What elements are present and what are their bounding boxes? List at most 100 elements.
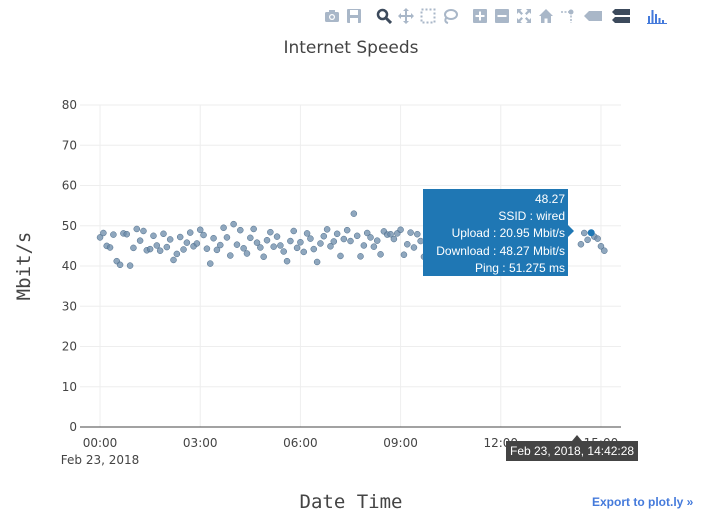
scatter-point[interactable] [180,246,187,253]
scatter-point[interactable] [247,234,254,242]
scatter-point[interactable] [577,241,585,248]
scatter-point[interactable] [293,244,301,252]
scatter-point[interactable] [217,241,224,249]
scatter-point[interactable] [260,253,267,260]
scatter-point[interactable] [166,236,174,243]
autoscale-icon[interactable] [514,6,534,26]
scatter-point[interactable] [414,230,421,238]
scatter-point[interactable] [123,230,131,238]
hover-closest-icon[interactable] [580,6,606,26]
zoom-icon[interactable] [374,6,394,26]
scatter-point[interactable] [140,227,147,235]
scatter-point[interactable] [100,229,107,237]
scatter-point[interactable] [584,236,591,244]
scatter-point[interactable] [203,245,211,252]
export-link[interactable]: Export to plot.ly » [592,495,694,509]
scatter-point[interactable] [210,234,217,242]
scatter-point[interactable] [263,236,271,244]
scatter-point[interactable] [390,235,398,243]
scatter-point[interactable] [196,226,204,234]
scatter-point[interactable] [106,244,114,251]
scatter-point[interactable] [327,243,334,250]
scatter-point[interactable] [333,230,341,238]
scatter-point[interactable] [223,234,231,241]
scatter-point[interactable] [404,241,411,248]
lasso-icon[interactable] [440,6,460,26]
scatter-point[interactable] [270,243,277,250]
scatter-point[interactable] [213,246,221,254]
scatter-point[interactable] [280,248,287,255]
scatter-point[interactable] [353,232,361,240]
scatter-point[interactable] [136,237,144,244]
scatter-point[interactable] [350,210,358,217]
spike-lines-icon[interactable] [558,6,578,26]
scatter-point[interactable] [360,242,368,249]
scatter-point[interactable] [594,235,601,242]
scatter-point[interactable] [400,251,408,258]
scatter-point[interactable] [267,228,274,236]
scatter-point[interactable] [230,220,237,228]
scatter-point[interactable] [160,230,167,238]
scatter-point[interactable] [581,229,588,237]
pan-icon[interactable] [396,6,416,26]
reset-axes-icon[interactable] [536,6,556,26]
scatter-point[interactable] [227,252,234,259]
scatter-point[interactable] [96,234,104,241]
scatter-point[interactable] [310,245,318,253]
scatter-point[interactable] [193,240,201,247]
hover-compare-icon[interactable] [608,6,634,26]
camera-icon[interactable] [322,6,342,26]
scatter-point[interactable] [597,243,605,250]
scatter-point[interactable] [250,225,257,233]
scatter-point[interactable] [313,258,321,266]
scatter-point[interactable] [357,253,364,260]
scatter-point[interactable] [253,239,261,246]
box-select-icon[interactable] [418,6,438,26]
scatter-point[interactable] [153,242,161,249]
scatter-point[interactable] [183,239,191,246]
zoom-in-icon[interactable] [470,6,490,26]
scatter-point[interactable] [303,230,311,237]
scatter-point[interactable] [243,250,251,257]
scatter-point[interactable] [163,243,171,251]
scatter-point[interactable] [387,230,394,238]
scatter-point[interactable] [150,232,157,240]
save-icon[interactable] [344,6,364,26]
scatter-point[interactable] [367,234,374,241]
scatter-point[interactable] [287,237,294,245]
scatter-point[interactable] [176,233,184,241]
hovered-point[interactable] [587,229,595,237]
scatter-point[interactable] [110,231,117,238]
scatter-point[interactable] [277,242,284,249]
scatter-point[interactable] [300,248,307,256]
scatter-point[interactable] [240,245,247,252]
scatter-point[interactable] [323,226,331,233]
scatter-point[interactable] [173,250,181,258]
scatter-point[interactable] [170,256,177,264]
scatter-point[interactable] [317,240,324,247]
scatter-point[interactable] [330,238,338,245]
scatter-point[interactable] [343,226,351,234]
scatter-point[interactable] [347,237,354,245]
scatter-point[interactable] [283,257,291,265]
scatter-point[interactable] [397,226,404,234]
scatter-point[interactable] [220,224,227,232]
scatter-point[interactable] [337,252,344,260]
scatter-point[interactable] [601,247,608,254]
scatter-series[interactable] [96,210,608,269]
scatter-point[interactable] [257,244,264,251]
scatter-point[interactable] [307,235,314,242]
scatter-point[interactable] [363,229,371,237]
scatter-point[interactable] [370,243,378,250]
scatter-point[interactable] [373,237,381,244]
scatter-point[interactable] [130,244,137,252]
scatter-point[interactable] [116,261,124,269]
scatter-point[interactable] [273,233,281,240]
plotly-logo-icon[interactable] [644,6,670,26]
scatter-point[interactable] [290,227,297,235]
scatter-point[interactable] [377,251,384,258]
scatter-point[interactable] [133,225,141,233]
scatter-point[interactable] [410,244,418,251]
scatter-point[interactable] [320,232,328,240]
scatter-point[interactable] [297,239,304,246]
